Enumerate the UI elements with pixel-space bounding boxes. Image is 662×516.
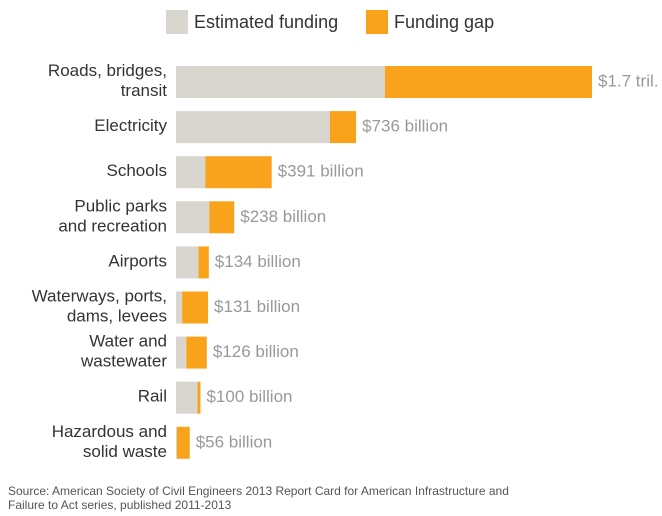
category-label: Hazardous and solid waste xyxy=(52,422,167,461)
category-label: Airports xyxy=(108,252,167,271)
bar-segment xyxy=(329,111,357,144)
category-label: Roads, bridges, transit xyxy=(48,61,167,100)
bar-segment xyxy=(176,156,206,189)
value-label: $126 billion xyxy=(213,342,299,361)
category-label: Schools xyxy=(107,162,167,181)
value-label: $100 billion xyxy=(206,387,292,406)
bar-segment xyxy=(176,66,385,98)
value-label: $391 billion xyxy=(278,162,364,181)
bar-segment xyxy=(186,336,207,369)
category-label: Public parks and recreation xyxy=(58,197,167,236)
legend-label: Funding gap xyxy=(394,12,494,32)
bar-segment xyxy=(209,201,235,234)
bar-segment xyxy=(205,156,272,189)
source-note: Source: American Society of Civil Engine… xyxy=(8,484,509,498)
value-label: $56 billion xyxy=(196,432,273,451)
legend-label: Estimated funding xyxy=(194,12,338,32)
value-label: $238 billion xyxy=(240,207,326,226)
bar-segment xyxy=(197,381,201,414)
category-label: Water and wastewater xyxy=(80,332,167,371)
legend-swatch xyxy=(166,10,188,34)
bar-segment xyxy=(198,246,209,279)
value-label: $736 billion xyxy=(362,117,448,136)
legend-swatch xyxy=(366,10,388,34)
category-label: Rail xyxy=(138,387,167,406)
value-label: $131 billion xyxy=(214,297,300,316)
bar-segment xyxy=(176,426,190,459)
bar-segment xyxy=(176,426,177,459)
bar-segment xyxy=(182,291,209,324)
category-label: Electricity xyxy=(94,117,167,136)
value-label: $134 billion xyxy=(215,252,301,271)
value-label: $1.7 tril. xyxy=(598,71,658,90)
bar-segment xyxy=(176,111,330,144)
bar-segment xyxy=(176,336,187,369)
category-label: Waterways, ports, dams, levees xyxy=(32,287,167,326)
bar-segment xyxy=(384,66,592,98)
bar-segment xyxy=(176,381,198,414)
bar-segment xyxy=(176,246,199,279)
source-note: Failure to Act series, published 2011-20… xyxy=(8,498,232,512)
bar-segment xyxy=(176,291,183,324)
bar-segment xyxy=(176,201,210,234)
